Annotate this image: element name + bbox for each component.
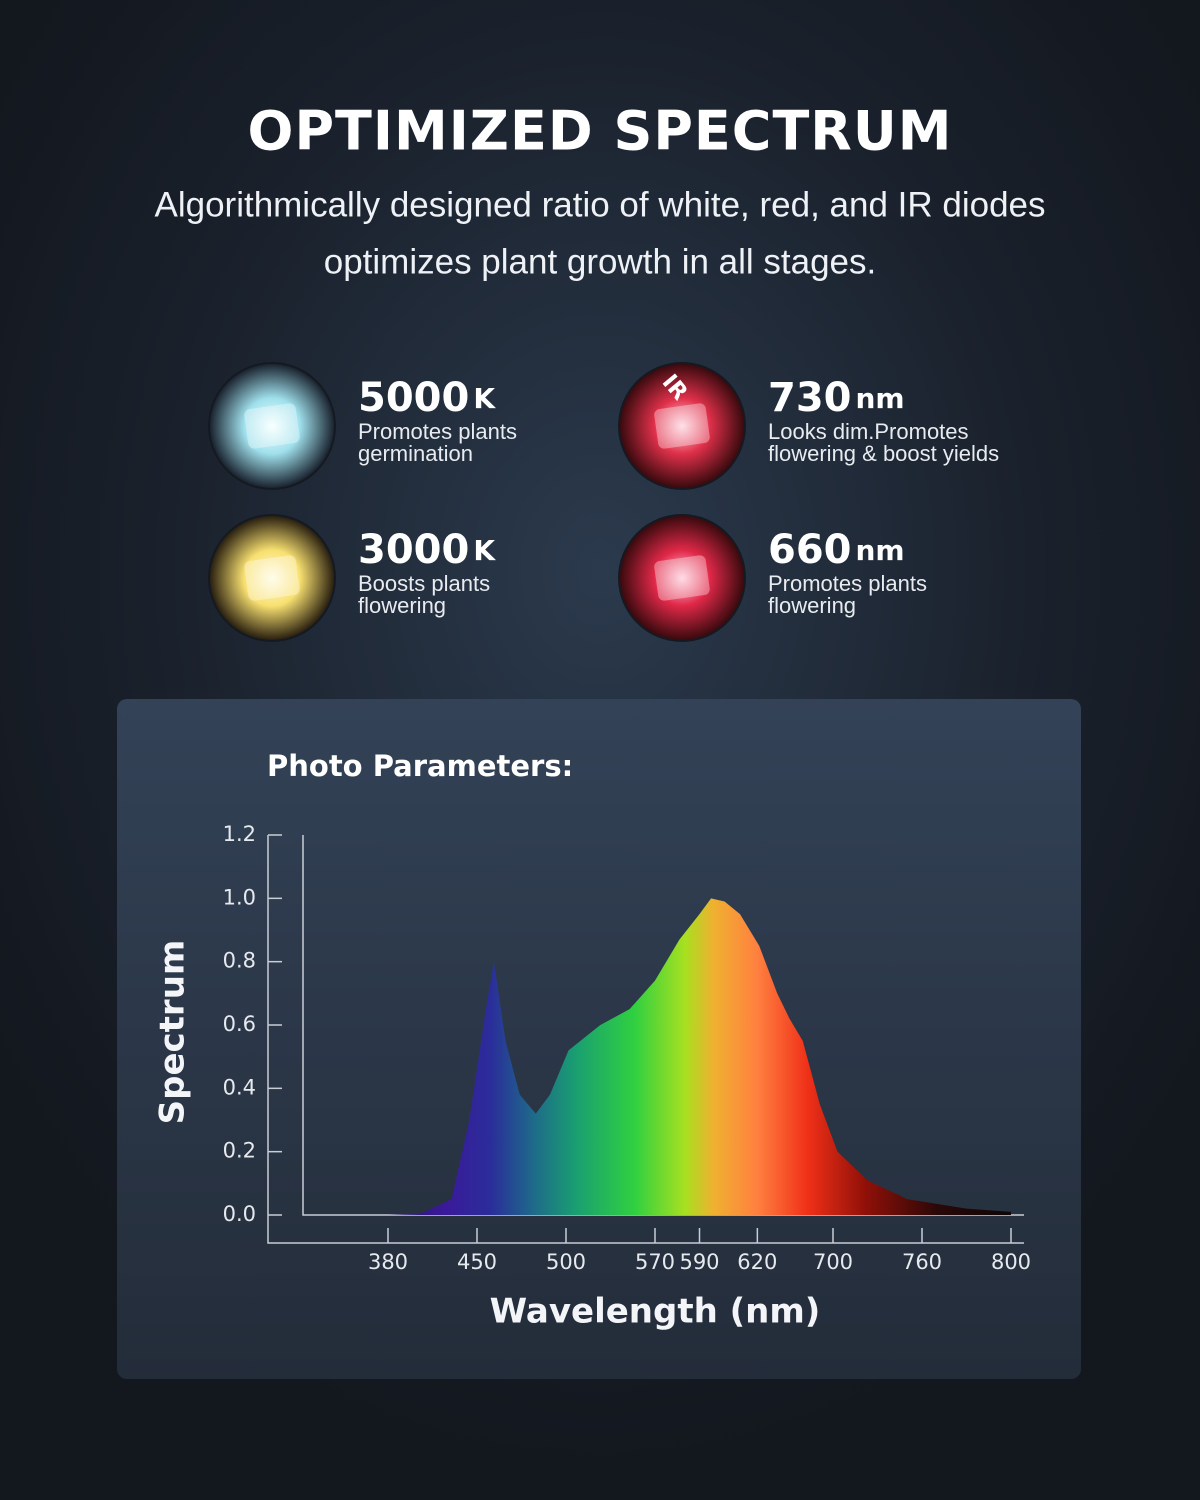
feature-description: germination xyxy=(358,441,473,466)
x-tick-label: 500 xyxy=(546,1250,586,1274)
feature-icon-glow xyxy=(620,516,744,640)
feature-chip xyxy=(244,403,300,449)
chart-title: Photo Parameters: xyxy=(267,749,573,783)
feature-value: 5000 K xyxy=(358,375,496,421)
feature-chip xyxy=(244,555,300,601)
x-tick-label: 570 xyxy=(635,1250,675,1274)
feature-value: 730 nm xyxy=(768,375,905,421)
feature-chip xyxy=(654,555,710,601)
y-tick-label: 1.2 xyxy=(223,822,256,846)
feature-unit: K xyxy=(473,534,496,567)
feature-description: Looks dim.Promotes xyxy=(768,419,969,444)
feature-value: 660 xyxy=(768,527,852,573)
subtitle: Algorithmically designed ratio of white,… xyxy=(154,185,1045,224)
plot: 0.0 0.2 0.4 0.6 0.8 1.0 1.2 380 450 500 570 590 620 7… xyxy=(223,822,1031,1274)
feature-value: 730 xyxy=(768,375,852,421)
feature-value: 3000 xyxy=(358,527,469,573)
y-tick-label: 0.8 xyxy=(223,949,256,973)
feature-icon-glow xyxy=(620,364,744,488)
feature-chip xyxy=(654,403,710,449)
feature-icon-glow xyxy=(210,364,334,488)
subtitle: optimizes plant growth in all stages. xyxy=(324,242,877,281)
y-tick-label: 0.2 xyxy=(223,1139,256,1163)
feature-unit: nm xyxy=(856,534,905,567)
feature-description: flowering xyxy=(768,593,856,618)
y-axis-label: Spectrum xyxy=(153,940,193,1125)
feature-description: Promotes plants xyxy=(768,571,927,596)
feature-description: flowering xyxy=(358,593,446,618)
title: OPTIMIZED SPECTRUM xyxy=(248,100,953,163)
x-axis-label: Wavelength (nm) xyxy=(490,1292,821,1332)
spectrum-area xyxy=(388,898,1011,1215)
x-tick-label: 700 xyxy=(813,1250,853,1274)
x-tick-label: 450 xyxy=(457,1250,497,1274)
x-tick-label: 800 xyxy=(991,1250,1031,1274)
y-tick-label: 1.0 xyxy=(223,885,256,909)
feature-unit: nm xyxy=(856,382,905,415)
feature-description: flowering & boost yields xyxy=(768,441,999,466)
feature-description: Boosts plants xyxy=(358,571,490,596)
axis-frame xyxy=(267,835,1024,1244)
feature-value: 660 nm xyxy=(768,527,905,573)
feature-icon-glow xyxy=(210,516,334,640)
feature-description: Promotes plants xyxy=(358,419,517,444)
y-tick-label: 0.4 xyxy=(223,1075,256,1099)
y-tick-label: 0.6 xyxy=(223,1012,256,1036)
feature-value: 3000 K xyxy=(358,527,496,573)
x-tick-label: 590 xyxy=(679,1250,719,1274)
y-tick-label: 0.0 xyxy=(223,1202,256,1226)
x-tick-label: 380 xyxy=(368,1250,408,1274)
feature-value: 5000 xyxy=(358,375,469,421)
x-tick-label: 760 xyxy=(902,1250,942,1274)
x-tick-label: 620 xyxy=(737,1250,777,1274)
feature-unit: K xyxy=(473,382,496,415)
